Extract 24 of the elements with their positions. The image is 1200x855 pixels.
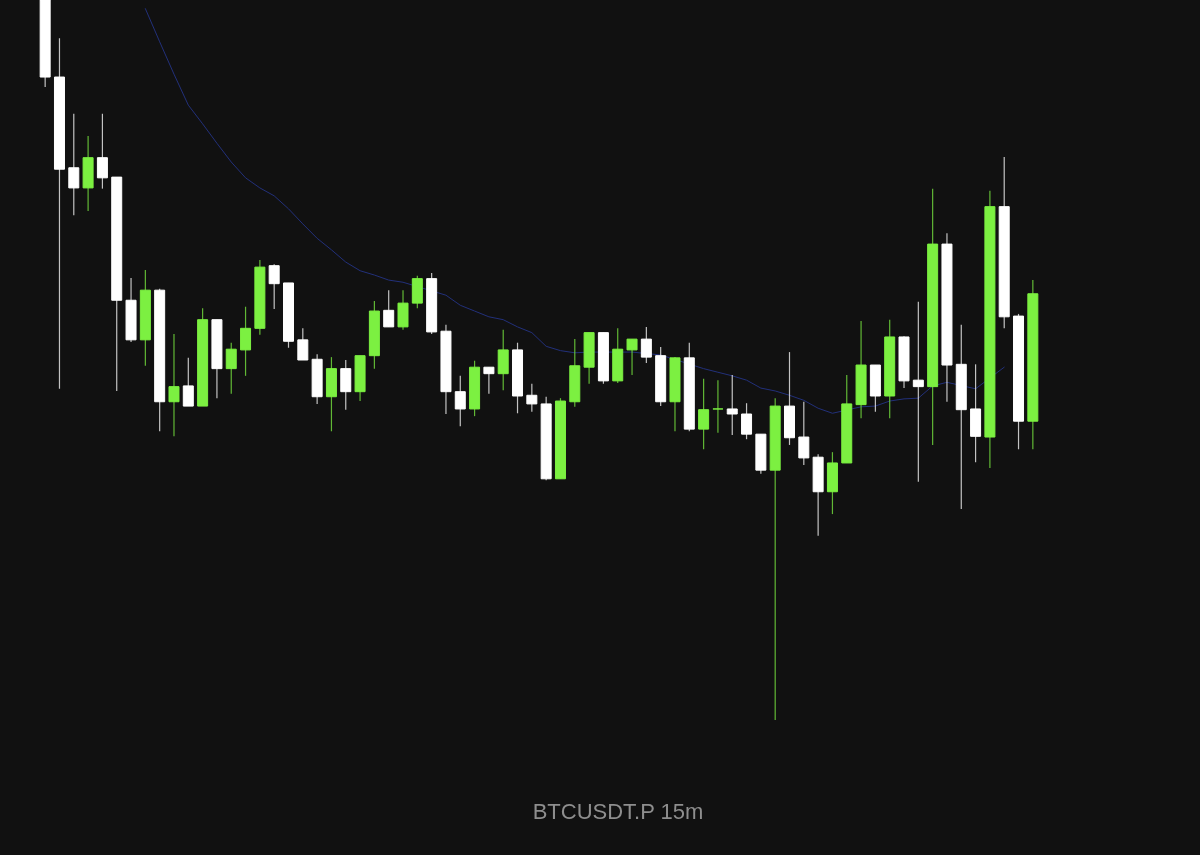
candlestick <box>454 375 466 427</box>
candlestick <box>225 342 237 395</box>
candlestick <box>297 327 309 361</box>
candlestick <box>798 401 810 466</box>
candlestick <box>240 306 252 377</box>
candlestick <box>497 329 509 391</box>
candlestick <box>483 366 495 395</box>
candlestick <box>726 374 738 436</box>
candlestick <box>698 378 710 450</box>
text: BTCUSDT.P 15m <box>532 798 704 824</box>
candlestick <box>96 113 108 190</box>
candlestick <box>383 289 395 328</box>
candlestick <box>640 326 652 364</box>
candlestick <box>626 338 638 376</box>
candlestick <box>741 402 753 440</box>
candlestick <box>68 113 80 216</box>
candlestick <box>912 301 924 483</box>
candlestick <box>182 357 194 407</box>
candlestick <box>526 383 538 413</box>
candlestick <box>168 333 180 437</box>
candlestick <box>397 289 409 331</box>
candlestick <box>712 379 724 434</box>
candlestick <box>268 263 280 310</box>
candlestick <box>340 359 352 411</box>
